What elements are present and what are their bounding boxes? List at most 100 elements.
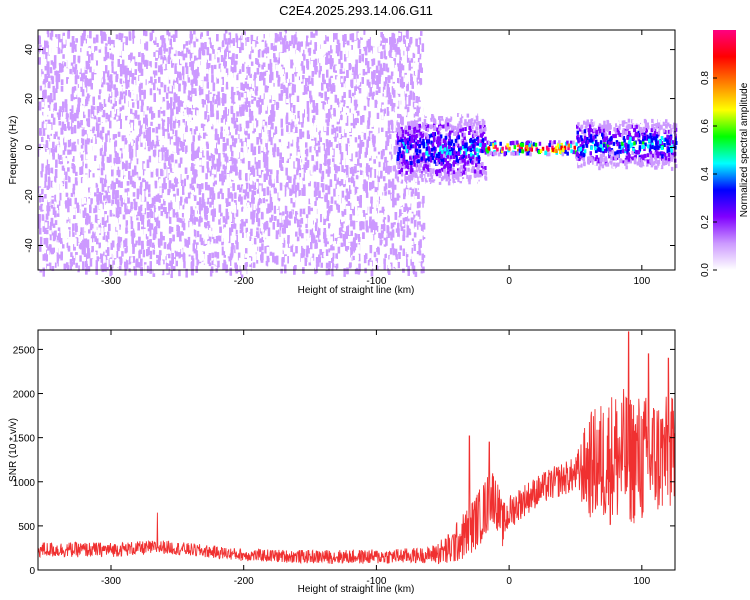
heatmap-cell xyxy=(270,154,274,162)
heatmap-cell xyxy=(233,92,236,101)
heatmap-cell xyxy=(375,205,378,214)
heatmap-cell xyxy=(240,178,244,185)
heatmap-cell xyxy=(387,218,390,223)
heatmap-cell xyxy=(421,79,424,86)
heatmap-cell xyxy=(74,242,78,252)
heatmap-cell xyxy=(152,163,155,169)
heatmap-cell xyxy=(403,118,407,126)
heatmap-cell xyxy=(167,232,170,239)
heatmap-cell xyxy=(107,217,110,225)
heatmap-cell xyxy=(89,183,93,190)
heatmap-cell xyxy=(72,156,75,162)
heatmap-cell xyxy=(306,264,310,274)
heatmap-cell xyxy=(102,251,105,256)
heatmap-cell xyxy=(320,176,324,182)
heatmap-cell xyxy=(329,134,333,140)
heatmap-cell xyxy=(308,198,311,205)
heatmap-cell xyxy=(203,76,207,82)
heatmap-cell xyxy=(204,166,208,172)
heatmap-cell xyxy=(356,239,359,246)
heatmap-cell xyxy=(257,97,261,102)
heatmap-cell xyxy=(170,247,173,256)
heatmap-cell xyxy=(97,249,100,255)
heatmap-cell xyxy=(53,91,56,101)
heatmap-cell xyxy=(52,85,55,93)
heatmap-cell xyxy=(315,197,318,204)
heatmap-cell xyxy=(320,159,324,164)
heatmap-cell xyxy=(406,255,409,262)
heatmap-cell xyxy=(112,217,115,223)
heatmap-cell xyxy=(257,89,260,98)
heatmap-cell xyxy=(305,199,308,208)
heatmap-cell xyxy=(121,145,124,154)
heatmap-cell xyxy=(170,269,173,278)
heatmap-cell xyxy=(235,129,238,135)
heatmap-cell xyxy=(309,108,312,113)
heatmap-cell xyxy=(154,144,157,149)
heatmap-cell xyxy=(242,51,245,58)
heatmap-cell xyxy=(265,261,269,267)
heatmap-cell xyxy=(328,223,331,229)
heatmap-cell xyxy=(346,191,349,198)
heatmap-cell xyxy=(399,197,403,207)
heatmap-cell xyxy=(274,197,277,205)
heatmap-cell xyxy=(76,30,79,37)
heatmap-cell xyxy=(40,92,43,100)
heatmap-cell xyxy=(146,153,149,158)
heatmap-cell xyxy=(221,115,225,120)
heatmap-cell xyxy=(175,130,178,139)
heatmap-cell xyxy=(179,261,183,267)
heatmap-cell xyxy=(123,267,127,276)
heatmap-cell xyxy=(319,269,323,276)
heatmap-cell xyxy=(212,93,216,103)
heatmap-cell xyxy=(138,128,142,137)
heatmap-cell xyxy=(355,134,358,140)
heatmap-cell xyxy=(47,180,51,189)
heatmap-cell xyxy=(77,178,80,183)
heatmap-cell xyxy=(65,171,68,181)
heatmap-cell xyxy=(71,105,74,114)
heatmap-cell xyxy=(141,153,144,162)
heatmap-cell xyxy=(268,240,271,248)
heatmap-cell xyxy=(243,31,246,36)
heatmap-cell xyxy=(357,44,360,52)
heatmap-cell xyxy=(318,168,322,174)
heatmap-cell xyxy=(206,125,209,132)
heatmap-cell xyxy=(264,217,267,223)
heatmap-cell xyxy=(399,245,402,251)
heatmap-cell xyxy=(93,160,96,167)
heatmap-cell xyxy=(332,262,335,270)
heatmap-cell xyxy=(306,165,310,173)
heatmap-cell xyxy=(260,113,263,120)
heatmap-cell xyxy=(45,151,48,159)
heatmap-cell xyxy=(129,50,133,55)
heatmap-cell xyxy=(349,185,352,194)
heatmap-cell xyxy=(107,186,110,193)
heatmap-cell xyxy=(140,129,144,134)
heatmap-cell xyxy=(200,93,203,100)
heatmap-cell xyxy=(136,217,139,222)
heatmap-cell xyxy=(222,249,225,255)
heatmap-cell xyxy=(384,200,387,210)
heatmap-cell xyxy=(379,157,382,165)
heatmap-cell xyxy=(382,148,385,158)
heatmap-cell xyxy=(404,131,407,138)
heatmap-cell xyxy=(122,131,126,138)
heatmap-cell xyxy=(278,260,282,266)
heatmap-cell xyxy=(80,177,84,184)
heatmap-cell xyxy=(130,148,134,158)
heatmap-cell xyxy=(333,188,336,197)
heatmap-cell xyxy=(330,140,333,147)
heatmap-cell xyxy=(335,143,339,148)
heatmap-cell xyxy=(328,248,331,253)
heatmap-cell xyxy=(413,68,416,77)
heatmap-cell xyxy=(125,50,128,59)
heatmap-cell xyxy=(363,84,367,92)
heatmap-cell xyxy=(235,60,238,66)
heatmap-cell xyxy=(171,245,174,254)
heatmap-cell xyxy=(185,121,188,129)
heatmap-cell xyxy=(104,174,108,184)
heatmap-cell xyxy=(195,174,199,179)
heatmap-cell xyxy=(320,74,323,81)
heatmap-cell xyxy=(269,251,273,259)
